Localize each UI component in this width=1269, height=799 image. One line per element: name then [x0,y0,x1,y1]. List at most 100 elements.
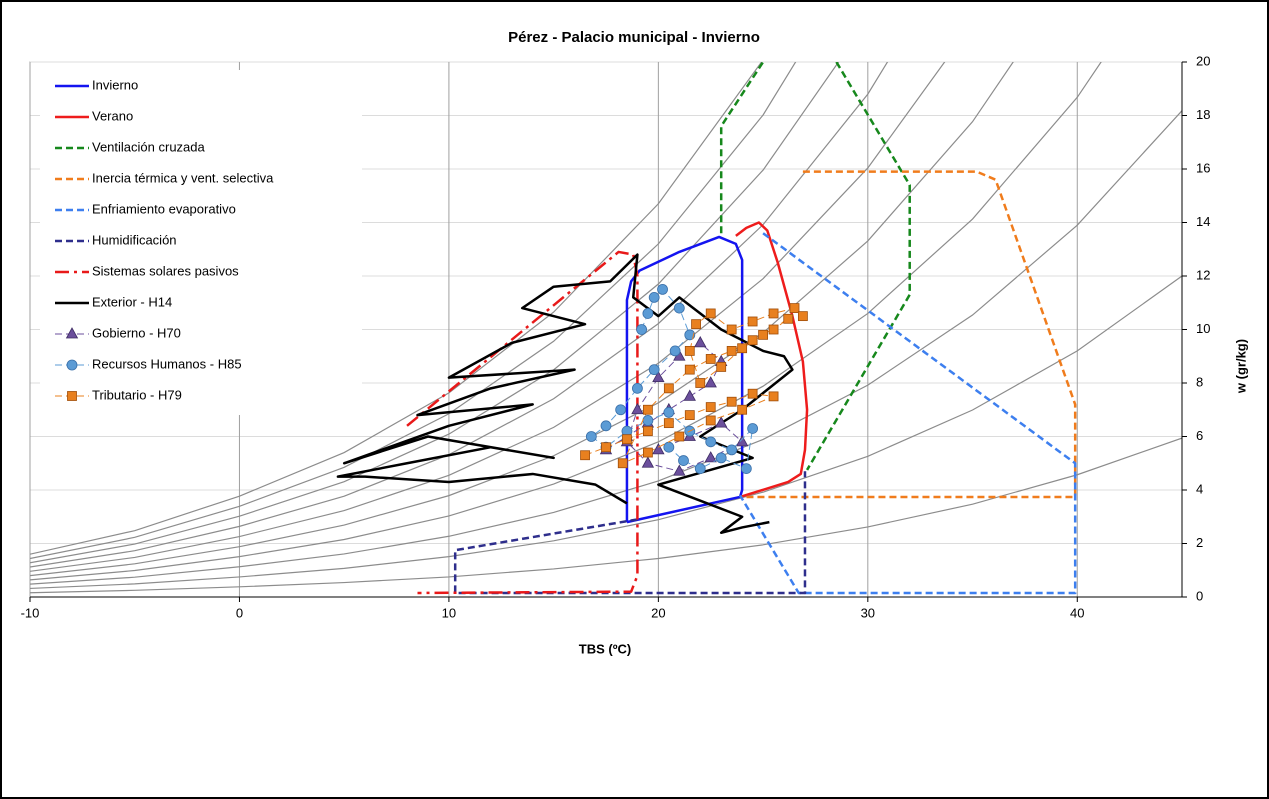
marker [663,418,674,429]
y-tick-label: 14 [1196,214,1210,229]
rh-curve [30,62,763,555]
series-line [406,250,639,595]
x-tick-label: 10 [442,605,456,620]
marker [705,402,716,412]
y-tick-label: 2 [1196,535,1203,550]
marker [691,319,701,330]
rh-curve [30,62,1102,581]
legend-label: Humidificación [92,232,177,247]
marker [617,458,628,469]
rh-curve [30,62,797,560]
marker [747,316,758,327]
rh-curve [30,110,1182,585]
marker [737,404,748,415]
y-tick-label: 8 [1196,374,1203,389]
legend-box [40,70,362,415]
marker [600,420,612,432]
marker [657,283,668,295]
marker [631,402,644,415]
marker [684,364,695,375]
marker [726,444,738,456]
x-tick-label: 30 [861,605,875,620]
y-tick-label: 16 [1196,160,1210,175]
marker [67,391,77,401]
marker [673,302,685,314]
rh-curve [30,62,889,568]
marker [726,345,737,356]
marker [705,436,717,448]
marker [636,324,648,335]
marker [705,308,716,319]
marker [758,329,768,340]
marker [65,327,79,339]
marker [740,463,752,475]
series-line [719,62,911,471]
legend-label: Inercia térmica y vent. selectiva [92,170,274,185]
y-tick-label: 12 [1196,267,1210,282]
legend-label: Gobierno - H70 [92,325,181,340]
marker [715,416,728,428]
marker [652,370,665,383]
marker [747,388,758,399]
legend: Invierno Verano Ventilación cruzada Inercia… [40,70,362,415]
rh-curve [30,62,946,572]
axes: 0 2 4 6 8 10 12 14 16 18 20 -10 0 10 20 30 40 [21,53,1211,620]
series-line [584,307,804,464]
y-tick-label: 4 [1196,481,1203,496]
marker [66,359,78,371]
x-tick-label: 20 [651,605,665,620]
marker [642,426,653,437]
series-line [453,471,807,595]
marker [704,451,717,463]
marker [768,391,779,402]
y-tick-label: 20 [1196,53,1210,68]
marker [716,362,727,372]
y-tick-label: 10 [1196,321,1210,336]
marker [768,324,779,335]
marker [641,456,655,468]
marker [632,382,643,394]
marker [737,343,748,354]
marker [694,336,707,348]
y-tick-label: 6 [1196,428,1203,443]
x-tick-label: 40 [1070,605,1084,620]
marker [601,442,611,453]
marker [684,329,696,341]
marker [580,450,590,461]
y-axis-label: w (gr/kg) [1233,339,1248,394]
marker [684,410,695,421]
marker [663,407,675,418]
marker [797,311,808,322]
legend-label: Exterior - H14 [92,294,172,309]
marker [674,431,685,442]
marker [642,308,654,319]
series-layer [336,62,1077,595]
x-tick-label: 0 [236,605,243,620]
marker [715,452,727,464]
rh-curve [30,437,1182,594]
marker [648,364,660,376]
marker [642,404,653,415]
marker [663,383,674,394]
series-line [735,221,809,499]
rh-curves [30,62,1182,594]
chart-title: Pérez - Palacio municipal - Invierno [508,29,760,46]
marker [642,447,653,458]
marker [704,376,717,388]
marker [695,378,706,388]
legend-label: Tributario - H79 [92,387,182,402]
y-tick-label: 18 [1196,107,1210,122]
marker [652,443,665,455]
rh-curve [30,62,840,564]
marker [726,324,737,335]
marker [663,441,675,453]
marker [789,303,800,314]
x-axis-label: TBS (ºC) [579,641,631,656]
marker [642,415,654,426]
series-line [738,232,1077,595]
marker [648,291,660,303]
marker [684,345,695,356]
marker [747,423,759,434]
marker [783,313,794,324]
